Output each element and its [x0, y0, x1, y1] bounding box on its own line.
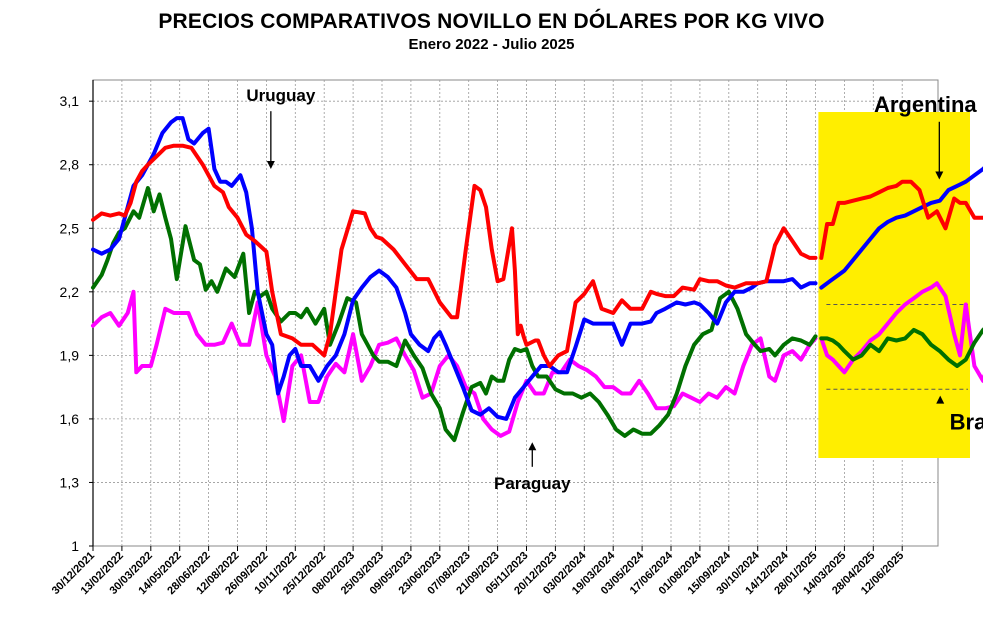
- y-tick-label: 2,8: [60, 157, 80, 173]
- y-tick-label: 2,5: [60, 220, 80, 236]
- highlight-series-line-paraguay: [819, 327, 983, 368]
- y-tick-label: 1,3: [60, 474, 80, 490]
- chart-title: PRECIOS COMPARATIVOS NOVILLO EN DÓLARES …: [158, 10, 825, 33]
- y-tick-label: 1,6: [60, 411, 80, 427]
- annotation-arrow-head: [936, 395, 945, 404]
- y-tick-label: 1: [71, 538, 79, 554]
- annotation-arrow-head: [528, 442, 537, 451]
- chart-subtitle: Enero 2022 - Julio 2025: [408, 36, 575, 53]
- y-tick-label: 1,9: [60, 347, 80, 363]
- highlight-series-line-brasil: [819, 281, 983, 383]
- annotation-uruguay: Uruguay: [246, 86, 316, 105]
- series-line-uruguay: [91, 116, 818, 421]
- highlight-series-line-argentina: [819, 179, 983, 260]
- annotation-brasil: Brasil: [950, 410, 983, 435]
- highlight-panel: [818, 112, 970, 458]
- series-line-paraguay: [91, 186, 818, 443]
- annotation-arrow-head: [266, 160, 275, 169]
- y-tick-label: 3,1: [60, 93, 80, 109]
- annotation-paraguay: Paraguay: [494, 474, 571, 493]
- y-tick-label: 2,2: [60, 284, 80, 300]
- series-line-argentina: [91, 143, 818, 368]
- annotation-argentina: Argentina: [874, 92, 977, 117]
- annotation-arrow-head: [935, 171, 944, 180]
- highlight-series-line-uruguay: [819, 166, 983, 290]
